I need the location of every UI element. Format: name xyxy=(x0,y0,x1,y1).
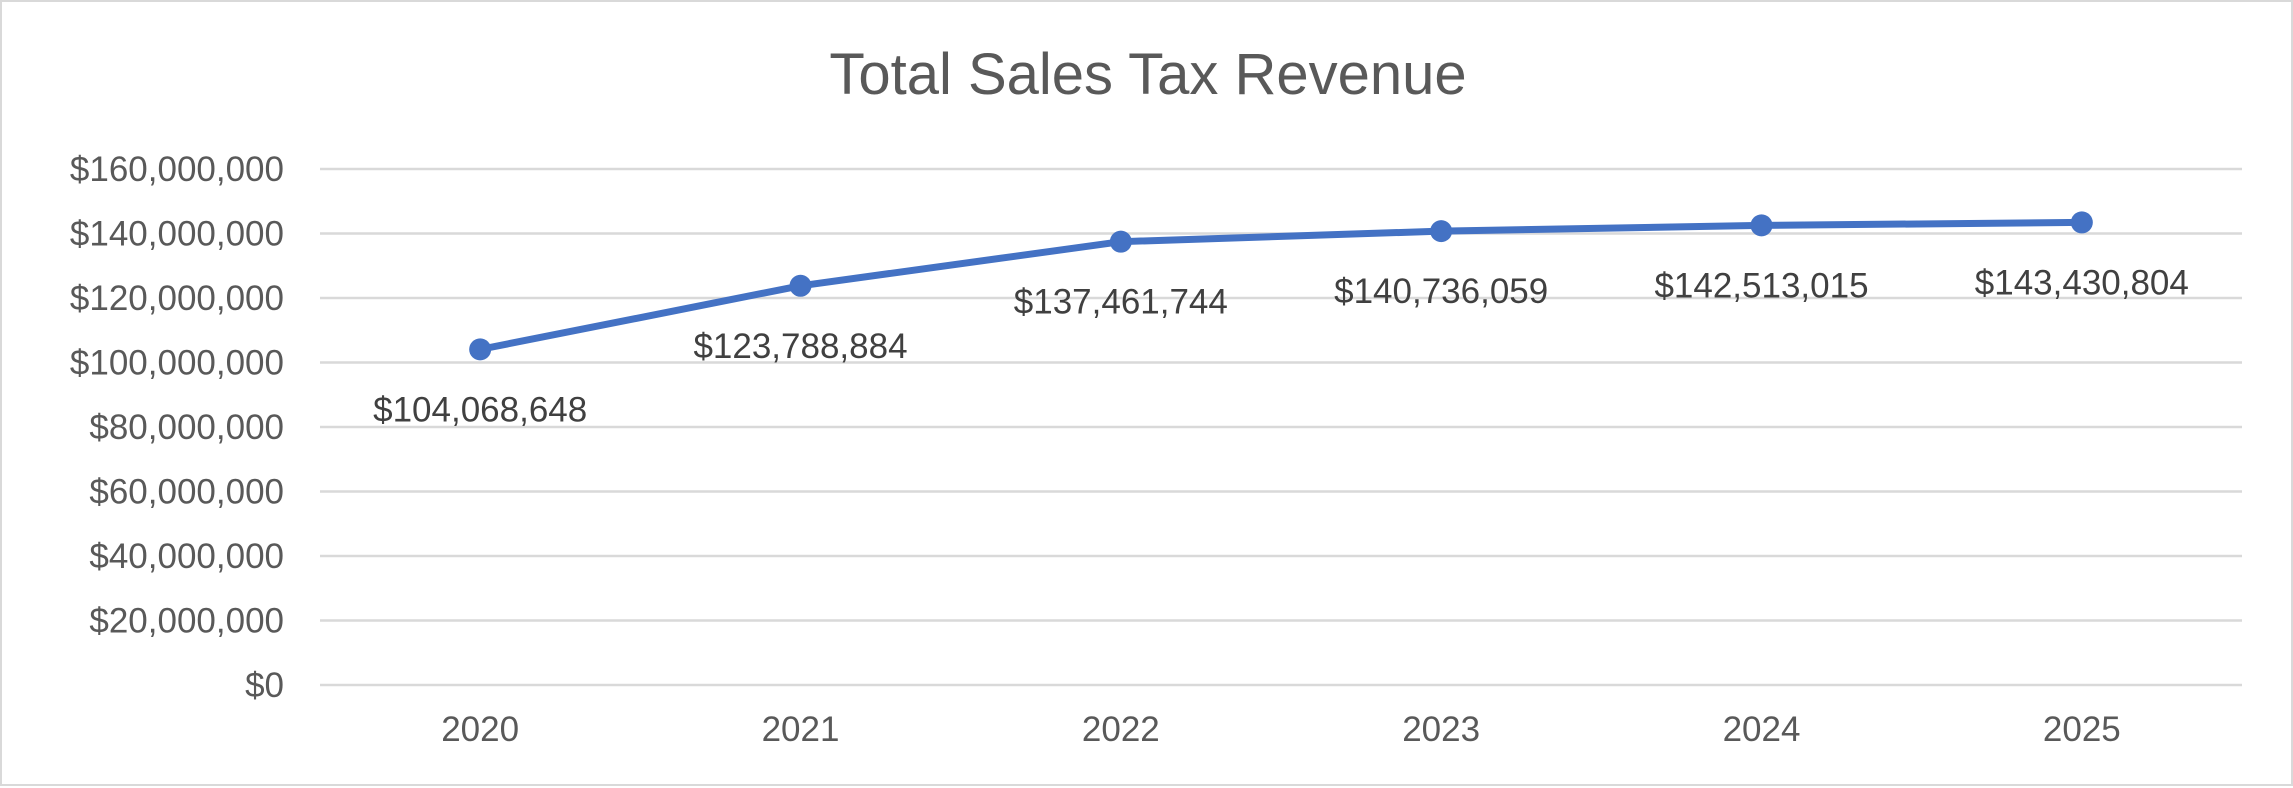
data-point xyxy=(1109,230,1132,253)
series-line xyxy=(479,218,2082,353)
y-tick-label: $120,000,000 xyxy=(70,279,284,318)
x-tick-label: 2023 xyxy=(1402,710,1480,749)
data-label: $143,430,804 xyxy=(1975,263,2189,302)
chart-title: Total Sales Tax Revenue xyxy=(829,42,1466,107)
data-label: $142,513,015 xyxy=(1654,266,1868,305)
data-point xyxy=(1430,220,1453,243)
data-label: $104,068,648 xyxy=(373,390,587,429)
x-tick-label: 2021 xyxy=(762,710,840,749)
y-tick-label: $20,000,000 xyxy=(89,602,284,641)
x-tick-label: 2020 xyxy=(441,710,519,749)
data-point xyxy=(789,274,812,297)
x-tick-label: 2022 xyxy=(1082,710,1160,749)
x-tick-label: 2024 xyxy=(1723,710,1801,749)
y-tick-label: $160,000,000 xyxy=(70,150,284,189)
data-label: $123,788,884 xyxy=(693,327,907,366)
data-point xyxy=(469,338,492,361)
y-tick-label: $0 xyxy=(245,666,284,705)
y-tick-label: $80,000,000 xyxy=(89,408,284,447)
y-tick-label: $140,000,000 xyxy=(70,215,284,254)
y-tick-label: $60,000,000 xyxy=(89,473,284,512)
data-label: $137,461,744 xyxy=(1014,283,1228,322)
y-tick-label: $100,000,000 xyxy=(70,344,284,383)
y-tick-label: $40,000,000 xyxy=(89,537,284,576)
data-point xyxy=(1750,214,1773,237)
x-tick-label: 2025 xyxy=(2043,710,2121,749)
data-label: $140,736,059 xyxy=(1334,272,1548,311)
data-point xyxy=(2070,211,2093,234)
